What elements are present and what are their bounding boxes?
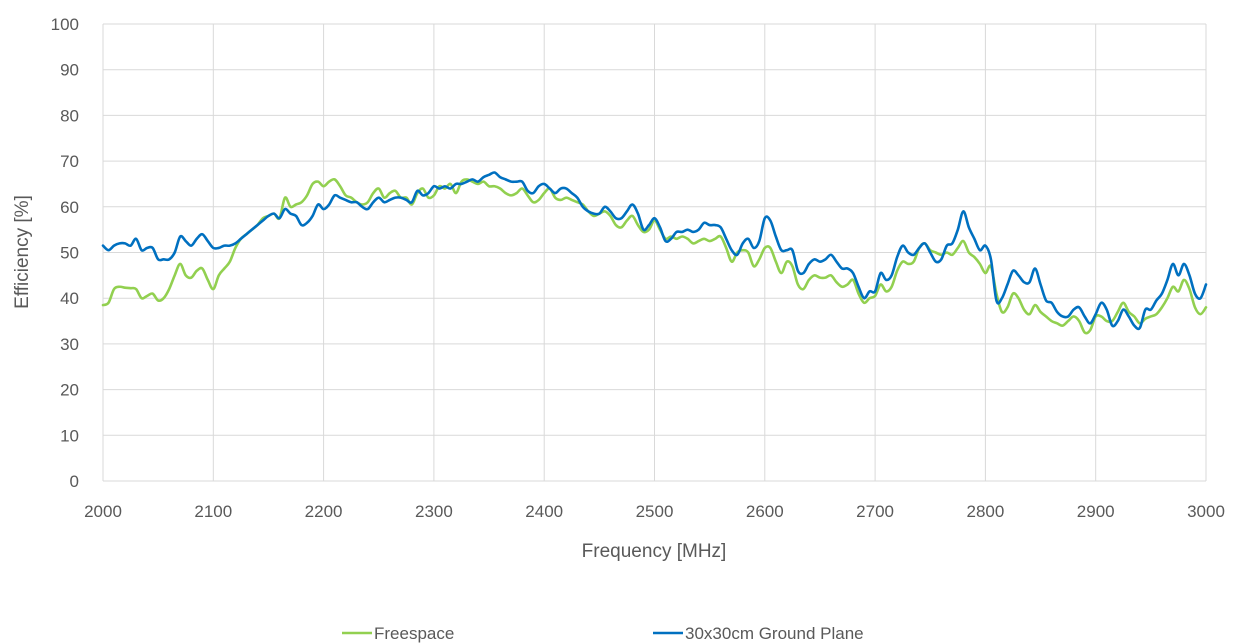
y-tick-label: 90 (60, 61, 79, 80)
x-tick-label: 2200 (305, 502, 343, 521)
series-line-ground-plane (101, 171, 1208, 331)
y-tick-label: 0 (70, 472, 79, 491)
series-lines (101, 171, 1208, 335)
x-tick-label: 2900 (1077, 502, 1115, 521)
y-tick-label: 60 (60, 198, 79, 217)
x-tick-label: 3000 (1187, 502, 1225, 521)
x-axis-tick-labels: 2000 2100 2200 2300 2400 2500 2600 2700 2800 2900… (84, 502, 1225, 521)
x-tick-label: 2000 (84, 502, 122, 521)
y-axis-title: Efficiency [%] (12, 195, 33, 309)
x-tick-label: 2100 (194, 502, 232, 521)
legend-item-ground-plane: 30x30cm Ground Plane (653, 624, 864, 643)
x-tick-label: 2300 (415, 502, 453, 521)
y-axis-tick-labels: 0 10 20 30 40 50 60 70 80 90 100 (51, 15, 79, 491)
legend-item-freespace: Freespace (342, 624, 454, 643)
legend-label-freespace: Freespace (374, 624, 454, 643)
legend: Freespace 30x30cm Ground Plane (342, 624, 864, 643)
x-tick-label: 2400 (525, 502, 563, 521)
x-tick-label: 2700 (856, 502, 894, 521)
y-tick-label: 80 (60, 106, 79, 125)
y-tick-label: 40 (60, 289, 79, 308)
y-tick-label: 50 (60, 244, 79, 263)
gridlines (102, 23, 1207, 482)
y-tick-label: 100 (51, 15, 79, 34)
y-tick-label: 10 (60, 426, 79, 445)
y-tick-label: 70 (60, 152, 79, 171)
y-tick-label: 20 (60, 381, 79, 400)
legend-label-ground-plane: 30x30cm Ground Plane (685, 624, 864, 643)
x-tick-label: 2500 (636, 502, 674, 521)
x-tick-label: 2800 (966, 502, 1004, 521)
y-tick-label: 30 (60, 335, 79, 354)
x-axis-title: Frequency [MHz] (582, 541, 727, 562)
x-tick-label: 2600 (746, 502, 784, 521)
series-line-freespace (101, 177, 1208, 335)
